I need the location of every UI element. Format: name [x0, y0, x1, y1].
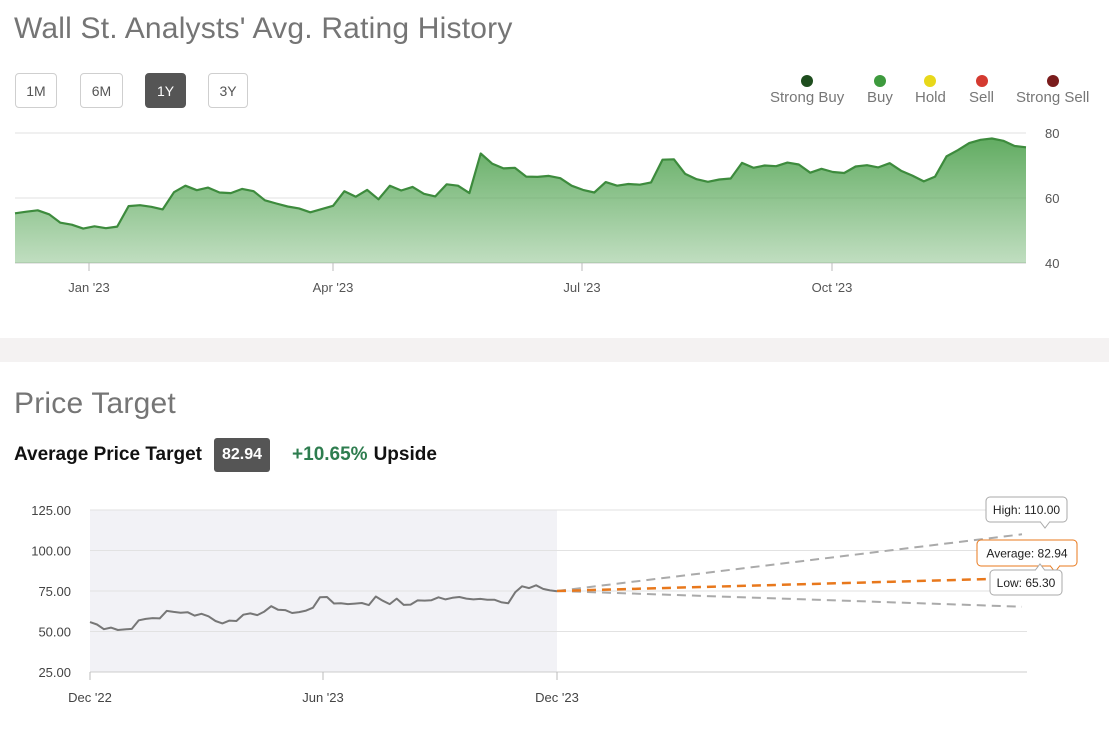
section-divider	[0, 338, 1109, 362]
legend-dot-icon	[975, 75, 988, 87]
x-tick-label: Jan '23	[68, 280, 110, 295]
x-tick-label: Apr '23	[313, 280, 354, 295]
y-tick-label: 40	[1045, 256, 1059, 271]
rating-line	[14, 137, 1027, 230]
legend-label: Buy	[867, 89, 893, 106]
range-button-6m[interactable]: 6M	[80, 73, 123, 108]
legend-dot-icon	[801, 75, 814, 87]
legend-dot-icon	[873, 75, 886, 87]
legend-buy[interactable]: Buy	[867, 75, 893, 106]
price-target-title: Price Target	[14, 387, 176, 420]
x-tick-label: Oct '23	[812, 280, 853, 295]
legend-dot-icon	[1046, 75, 1059, 87]
y-tick-label: 50.00	[38, 625, 71, 640]
callout-pointer	[1049, 565, 1061, 573]
legend-strong-sell[interactable]: Strong Sell	[1016, 75, 1089, 106]
legend-strong-buy[interactable]: Strong Buy	[770, 75, 844, 106]
y-tick-label: 100.00	[31, 544, 71, 559]
rating-history-chart: 40 60 80 Jan '23 Apr '23 Jul '23 Oct '23	[14, 126, 1059, 295]
average-price-target-row: Average Price Target 82.94 +10.65% Upsid…	[14, 436, 437, 473]
y-tick-label: 25.00	[38, 665, 71, 680]
projection-high-line	[556, 533, 1023, 592]
legend-label: Sell	[969, 89, 995, 106]
legend-dot-icon	[924, 75, 937, 87]
upside-label: Upside	[373, 443, 437, 465]
price-line	[89, 584, 558, 631]
range-button-3y[interactable]: 3Y	[208, 73, 248, 108]
projection-average-line	[556, 576, 1023, 593]
callout-label: Low: 65.30	[997, 576, 1056, 590]
y-tick-label: 125.00	[31, 503, 71, 518]
projection-low-line	[556, 590, 1023, 608]
callout-low: Low: 65.30	[989, 563, 1063, 596]
x-tick-label: Dec '23	[535, 690, 579, 705]
callout-label: High: 110.00	[993, 503, 1060, 517]
range-button-1y[interactable]: 1Y	[145, 73, 186, 108]
callout-label: Average: 82.94	[986, 547, 1068, 561]
upside-percent: +10.65%	[292, 443, 368, 465]
callout-pointer	[1039, 521, 1051, 529]
callout-average: Average: 82.94	[976, 539, 1078, 573]
callout-box	[985, 496, 1068, 523]
x-tick-label: Jun '23	[302, 690, 344, 705]
callout-pointer	[1034, 563, 1046, 571]
average-price-target-label: Average Price Target	[14, 443, 202, 465]
history-shade	[90, 510, 557, 672]
legend-label: Strong Buy	[770, 89, 845, 106]
legend-sell[interactable]: Sell	[969, 75, 994, 106]
range-button-1m[interactable]: 1M	[15, 73, 57, 108]
x-tick-label: Dec '22	[68, 690, 112, 705]
legend-hold[interactable]: Hold	[915, 75, 946, 106]
x-tick-label: Jul '23	[563, 280, 600, 295]
y-tick-label: 60	[1045, 191, 1059, 206]
callout-box	[976, 539, 1078, 567]
average-price-target-badge: 82.94	[213, 437, 271, 472]
y-tick-label: 80	[1045, 126, 1059, 141]
callout-box	[989, 569, 1063, 596]
legend-label: Hold	[915, 89, 946, 106]
y-tick-label: 75.00	[38, 584, 71, 599]
rating-area	[15, 138, 1026, 263]
legend-label: Strong Sell	[1016, 89, 1090, 106]
rating-history-title: Wall St. Analysts' Avg. Rating History	[14, 12, 513, 45]
callout-high: High: 110.00	[985, 496, 1068, 529]
